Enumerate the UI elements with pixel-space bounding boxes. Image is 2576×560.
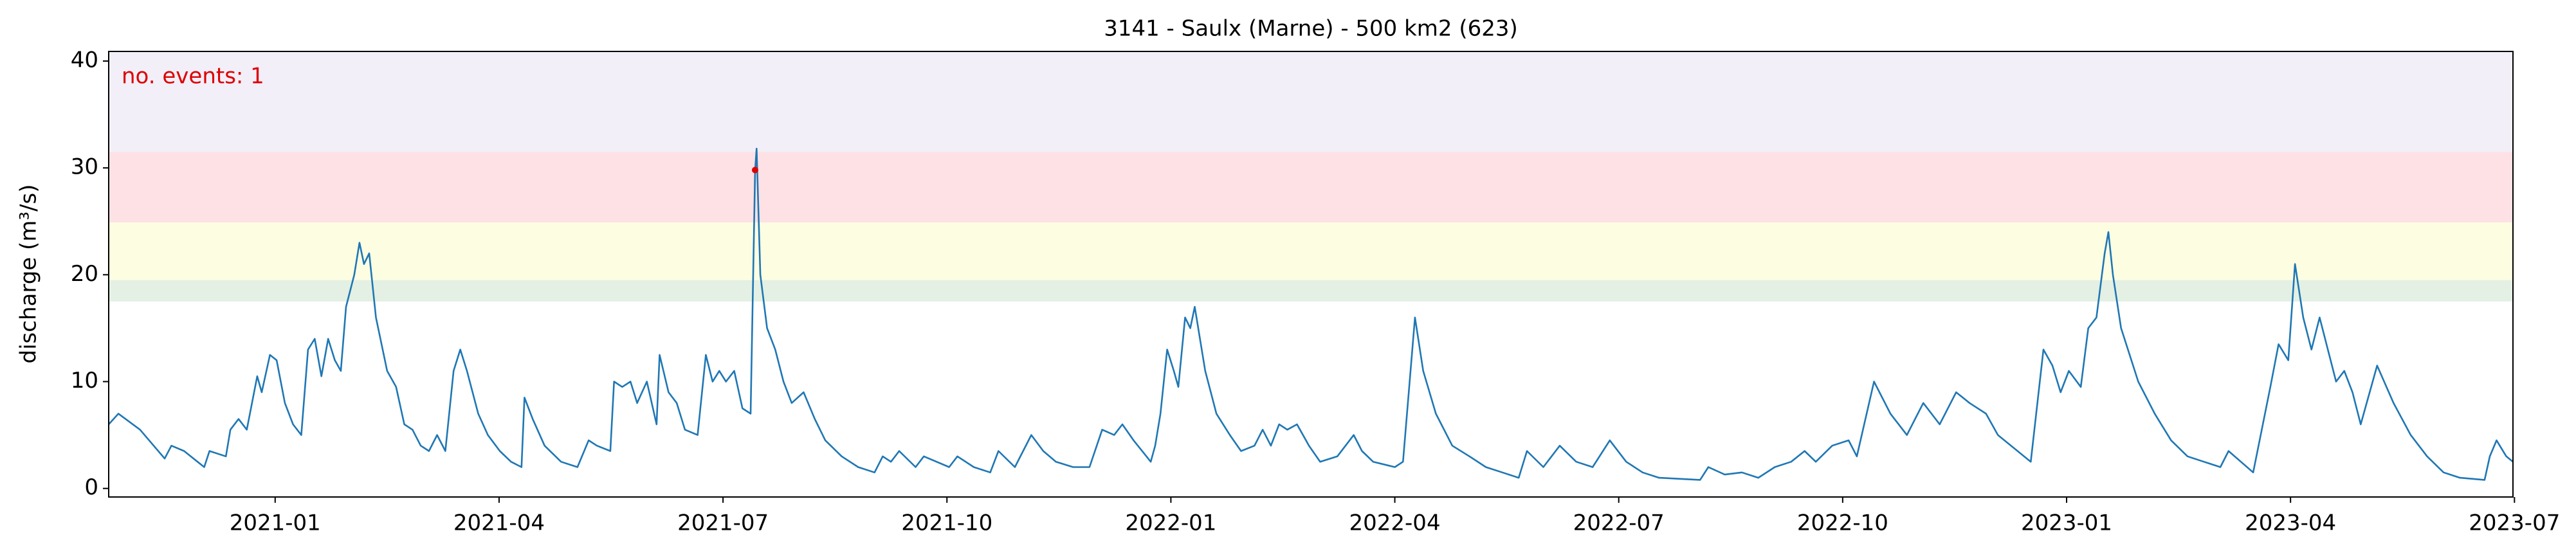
y-tick-label: 40 <box>71 47 98 73</box>
y-tick-label: 30 <box>71 154 98 180</box>
x-tick-label: 2023-07 <box>2469 510 2560 536</box>
discharge-line <box>108 147 2514 481</box>
threshold-band <box>109 280 2513 302</box>
event-count: no. events: 1 <box>122 64 264 89</box>
y-tick-label: 20 <box>71 261 98 287</box>
event-marker <box>752 167 759 174</box>
x-tick-label: 2021-01 <box>230 510 321 536</box>
threshold-band <box>109 152 2513 222</box>
x-tick-label: 2022-10 <box>1797 510 1888 536</box>
x-tick-label: 2021-10 <box>901 510 992 536</box>
x-tick-label: 2022-07 <box>1573 510 1665 536</box>
x-tick-label: 2021-04 <box>453 510 545 536</box>
plot-frame <box>108 51 2514 498</box>
x-tick-label: 2022-01 <box>1125 510 1216 536</box>
threshold-band <box>109 51 2513 152</box>
y-axis-label: discharge (m³/s) <box>16 185 42 364</box>
x-tick-label: 2022-04 <box>1349 510 1441 536</box>
y-tick-label: 10 <box>71 368 98 393</box>
chart-title: 3141 - Saulx (Marne) - 500 km2 (623) <box>1104 16 1518 42</box>
y-tick-label: 0 <box>84 474 98 500</box>
x-tick-label: 2021-07 <box>677 510 769 536</box>
threshold-band <box>109 222 2513 280</box>
x-tick-label: 2023-04 <box>2245 510 2336 536</box>
x-tick-label: 2023-01 <box>2021 510 2112 536</box>
